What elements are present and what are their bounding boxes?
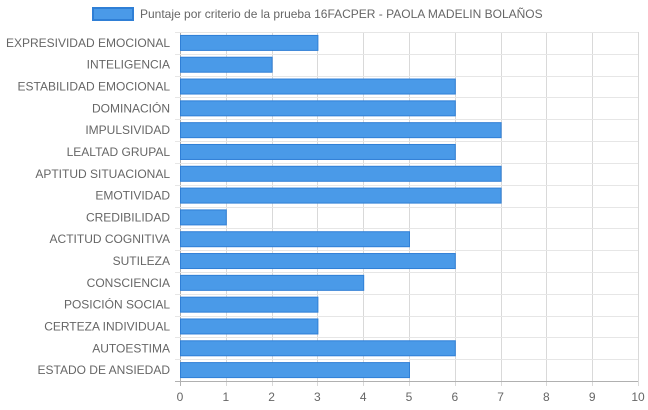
category-label: APTITUD SITUACIONAL — [35, 167, 170, 181]
category-label: DOMINACIÓN — [92, 100, 170, 115]
bar[interactable] — [180, 253, 456, 270]
bar[interactable] — [180, 274, 365, 291]
category-label: CONSCIENCIA — [87, 276, 170, 290]
category-label: ESTADO DE ANSIEDAD — [38, 363, 171, 377]
x-tick-label: 5 — [406, 390, 413, 404]
category-label: SUTILEZA — [113, 254, 170, 268]
bar[interactable] — [180, 165, 502, 182]
bar[interactable] — [180, 340, 456, 357]
bar[interactable] — [180, 100, 456, 117]
x-tick-label: 7 — [497, 390, 504, 404]
bar[interactable] — [180, 362, 410, 379]
x-tick-label: 10 — [631, 390, 645, 404]
legend-label: Puntaje por criterio de la prueba 16FACP… — [140, 7, 543, 21]
x-tick-label: 4 — [360, 390, 367, 404]
legend-swatch — [92, 7, 134, 21]
x-tick-label: 6 — [451, 390, 458, 404]
x-tick-label: 3 — [314, 390, 321, 404]
category-label: CREDIBILIDAD — [86, 210, 170, 224]
bars — [180, 34, 502, 379]
category-label: CERTEZA INDIVIDUAL — [44, 319, 170, 333]
bar[interactable] — [180, 187, 502, 204]
category-label: EXPRESIVIDAD EMOCIONAL — [6, 36, 170, 50]
category-label: EMOTIVIDAD — [95, 189, 170, 203]
x-tick-label: 2 — [268, 390, 275, 404]
bar[interactable] — [180, 78, 456, 95]
category-label: ACTITUD COGNITIVA — [50, 232, 170, 246]
x-tick-label: 9 — [589, 390, 596, 404]
category-label: ESTABILIDAD EMOCIONAL — [18, 80, 171, 94]
category-label: AUTOESTIMA — [92, 341, 170, 355]
category-label: POSICIÓN SOCIAL — [64, 297, 170, 312]
bar[interactable] — [180, 56, 273, 73]
bar[interactable] — [180, 209, 227, 226]
bar[interactable] — [180, 296, 319, 313]
category-labels: EXPRESIVIDAD EMOCIONAL INTELIGENCIA ESTABI… — [6, 36, 170, 377]
x-tick-label: 1 — [222, 390, 229, 404]
category-label: IMPULSIVIDAD — [85, 123, 170, 137]
bar[interactable] — [180, 318, 319, 335]
x-tick-label: 0 — [177, 390, 184, 404]
bar[interactable] — [180, 34, 319, 51]
bar[interactable] — [180, 231, 410, 248]
category-label: INTELIGENCIA — [87, 58, 170, 72]
bar[interactable] — [180, 122, 502, 139]
legend[interactable]: Puntaje por criterio de la prueba 16FACP… — [92, 7, 543, 21]
x-axis-ticks: 0 1 2 3 4 5 6 7 8 9 10 — [177, 390, 645, 404]
category-label: LEALTAD GRUPAL — [67, 145, 171, 159]
x-tick-label: 8 — [543, 390, 550, 404]
bar[interactable] — [180, 143, 456, 160]
